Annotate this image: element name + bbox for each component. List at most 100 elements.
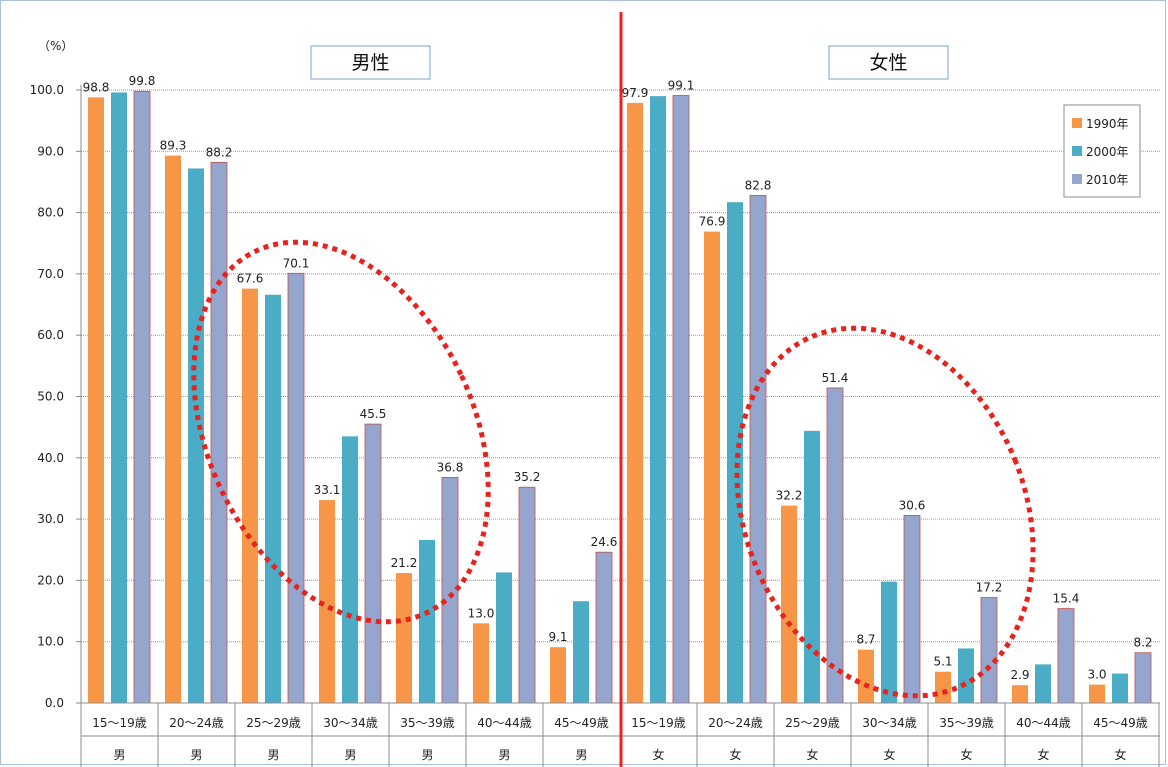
x-group-label: 男: [190, 748, 202, 762]
annotations: 男性 女性 1990年 2000年 2010年: [191, 12, 1141, 767]
highlight-ellipse-male: [191, 239, 491, 625]
legend-label: 1990年: [1086, 117, 1129, 131]
x-group-label: 男: [421, 748, 433, 762]
legend-swatch: [1072, 174, 1082, 184]
highlight-ellipse-female: [734, 325, 1036, 699]
bar: [441, 477, 459, 704]
bar: [210, 161, 228, 704]
bar: [133, 90, 151, 704]
data-label: 24.6: [591, 535, 618, 549]
data-label: 45.5: [360, 407, 387, 421]
bar: [749, 195, 767, 704]
data-label: 70.1: [283, 256, 310, 270]
y-tick-label: 10.0: [37, 635, 64, 649]
y-tick-label: 90.0: [37, 144, 64, 158]
bar: [1089, 684, 1105, 703]
bar: [858, 649, 874, 703]
bar: [1012, 685, 1028, 703]
bar: [265, 294, 281, 703]
bar: [1057, 608, 1075, 704]
bar: [1134, 652, 1152, 704]
data-label: 36.8: [437, 460, 464, 474]
data-label: 30.6: [899, 498, 926, 512]
bar: [319, 500, 335, 703]
legend-swatch: [1072, 146, 1082, 156]
x-group-label: 女: [960, 747, 972, 762]
x-group-label: 女: [806, 747, 818, 762]
bar: [672, 95, 690, 704]
x-group-label: 男: [113, 748, 125, 762]
bar: [396, 573, 412, 703]
bars: [88, 90, 1152, 704]
bar: [242, 288, 258, 703]
x-group-label: 女: [1114, 747, 1126, 762]
x-tick-label: 30〜34歳: [323, 716, 378, 730]
bar: [550, 647, 566, 703]
y-tick-label: 70.0: [37, 267, 64, 281]
bar: [595, 551, 613, 704]
x-tick-label: 15〜19歳: [631, 716, 686, 730]
bar: [958, 648, 974, 703]
panel-title-box: [310, 45, 431, 80]
bar: [188, 168, 204, 704]
x-tick-label: 35〜39歳: [939, 716, 994, 730]
data-label: 89.3: [160, 139, 187, 153]
bar: [364, 423, 382, 704]
bar: [980, 597, 998, 704]
legend-label: 2010年: [1086, 173, 1129, 187]
legend-label: 2000年: [1086, 145, 1129, 159]
bar: [518, 486, 536, 704]
x-group-label: 男: [575, 748, 587, 762]
y-tick-label: 60.0: [37, 328, 64, 342]
x-group-label: 女: [729, 747, 741, 762]
bar: [1112, 673, 1128, 703]
bar: [111, 92, 127, 703]
bar: [881, 581, 897, 703]
x-tick-label: 20〜24歳: [169, 716, 224, 730]
x-tick-label: 40〜44歳: [1016, 716, 1071, 730]
bar: [419, 539, 435, 703]
bar: [1035, 664, 1051, 703]
data-label: 21.2: [391, 556, 418, 570]
data-label: 15.4: [1053, 592, 1080, 606]
y-tick-label: 50.0: [37, 390, 64, 404]
data-label: 3.0: [1087, 668, 1106, 682]
x-tick-label: 20〜24歳: [708, 716, 763, 730]
bar: [826, 387, 844, 704]
bar: [473, 623, 489, 703]
data-label: 88.2: [206, 145, 233, 159]
x-tick-label: 25〜29歳: [785, 716, 840, 730]
bar: [573, 601, 589, 703]
data-label: 76.9: [699, 215, 726, 229]
panel-title: 男性: [351, 52, 389, 74]
bar: [165, 155, 181, 703]
data-label: 98.8: [83, 80, 110, 94]
data-label: 99.8: [129, 74, 156, 88]
x-tick-label: 30〜34歳: [862, 716, 917, 730]
data-label: 8.7: [856, 633, 875, 647]
x-group-label: 男: [267, 748, 279, 762]
bar: [727, 202, 743, 703]
y-tick-label: 40.0: [37, 451, 64, 465]
data-label: 17.2: [976, 581, 1003, 595]
bar: [804, 430, 820, 703]
x-tick-label: 35〜39歳: [400, 716, 455, 730]
bar: [903, 515, 921, 704]
data-label: 99.1: [668, 79, 695, 93]
x-group-label: 女: [652, 747, 664, 762]
data-label: 67.6: [237, 272, 264, 286]
bar: [650, 96, 666, 703]
x-group-label: 男: [498, 748, 510, 762]
x-group-label: 女: [883, 747, 895, 762]
panel-title-box: [828, 45, 949, 80]
data-label: 33.1: [314, 483, 341, 497]
data-label: 51.4: [822, 371, 849, 385]
bar: [496, 572, 512, 703]
x-group-label: 女: [1037, 747, 1049, 762]
data-label: 2.9: [1010, 668, 1029, 682]
data-label: 5.1: [933, 655, 952, 669]
x-tick-label: 45〜49歳: [554, 716, 609, 730]
data-label: 8.2: [1133, 636, 1152, 650]
y-tick-label: 100.0: [30, 83, 64, 97]
legend-swatch: [1072, 118, 1082, 128]
